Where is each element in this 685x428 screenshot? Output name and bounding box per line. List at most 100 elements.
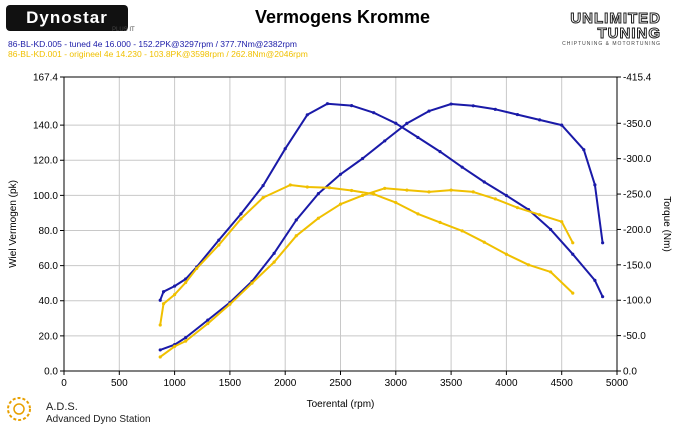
x-tick-label: 2000 [274, 378, 297, 389]
series-point [361, 193, 365, 197]
series-point [294, 218, 298, 222]
series-point [184, 339, 188, 343]
x-tick-label: 1000 [163, 378, 186, 389]
series-point [338, 202, 343, 206]
series-point [272, 260, 276, 264]
dynostar-logo-sub: PLUS IT [112, 27, 135, 33]
series-point [305, 113, 309, 117]
series-point [338, 172, 343, 176]
series-point [405, 121, 409, 125]
y-tick-label: 20.0 [39, 331, 59, 342]
series-point [239, 217, 243, 221]
x-tick-label: 4500 [551, 378, 574, 389]
dynostar-logo: Dynostar [6, 5, 128, 31]
series-point [537, 118, 542, 122]
series-point [206, 318, 210, 322]
series-point [383, 186, 387, 190]
series-point [449, 188, 453, 192]
series-point [571, 241, 575, 245]
series-point [460, 165, 464, 169]
y2-tick-label: 0.0 [623, 367, 637, 378]
x-axis-label: Toerental (rpm) [307, 399, 375, 410]
series-point [560, 123, 564, 127]
series-point [438, 149, 442, 154]
series-point [438, 220, 442, 224]
x-tick-label: 0 [61, 378, 67, 389]
y-axis-label: Wiel Vermogen (pk) [8, 180, 19, 268]
series-point [158, 298, 162, 302]
series-point [471, 104, 475, 108]
x-tick-label: 1500 [219, 378, 242, 389]
series-point [217, 238, 221, 242]
ads-logo-icon [7, 397, 31, 421]
series-point [184, 280, 188, 285]
series-point [361, 156, 365, 161]
series-point [493, 197, 497, 201]
series-point [571, 291, 575, 295]
y2-tick-label: -100.0 [623, 296, 652, 307]
y-tick-label: 60.0 [39, 261, 59, 272]
logo-right-line1: UNLIMITED [570, 10, 661, 27]
run-legend-tuned: 86-BL-KD.005 - tuned 4e 16.000 - 152.2PK… [8, 39, 297, 49]
series-point [239, 212, 243, 216]
series-point [372, 111, 376, 115]
x-tick-label: 3000 [385, 378, 408, 389]
series-point [184, 277, 188, 281]
y2-tick-label: -200.0 [623, 225, 652, 236]
y2-axis-label: Torque (Nm) [661, 196, 672, 252]
y2-tick-label: -150.0 [623, 260, 652, 271]
series-point [526, 263, 531, 267]
y2-tick-label: -415.4 [623, 73, 652, 84]
series-point [327, 186, 332, 190]
logo-right-line3: CHIPTUNING & MOTORTUNING [562, 41, 661, 47]
series-point [173, 284, 177, 288]
series-point [217, 243, 221, 247]
series-point [482, 240, 486, 244]
x-tick-label: 3500 [440, 378, 463, 389]
y2-tick-label: -300.0 [623, 154, 652, 165]
series-point [383, 139, 387, 143]
series-point [515, 112, 520, 117]
series-point [372, 192, 376, 196]
series-point [173, 344, 177, 349]
series-line-torque-3 [159, 184, 574, 326]
series-point [601, 295, 605, 299]
series-point [250, 281, 254, 285]
series-point [316, 192, 320, 196]
series-point [195, 266, 199, 270]
series-point [173, 292, 177, 297]
y-tick-label: 80.0 [39, 226, 59, 237]
y2-tick-label: -50.0 [623, 331, 646, 342]
series-point [460, 229, 464, 233]
series-point [405, 188, 409, 192]
x-tick-label: 500 [111, 378, 128, 389]
series-point [593, 183, 597, 187]
series-point [294, 234, 298, 238]
x-tick-label: 2500 [329, 378, 352, 389]
series-point [549, 270, 553, 274]
y-tick-label: 0.0 [44, 367, 58, 378]
footer-brand: A.D.S. [46, 401, 78, 413]
x-tick-label: 5000 [606, 378, 629, 389]
series-point [158, 348, 162, 352]
series-point [283, 147, 287, 151]
series-point [316, 216, 320, 220]
y-tick-label: 120.0 [33, 156, 58, 167]
series-point [288, 183, 292, 187]
series-point [184, 336, 188, 340]
series-point [537, 213, 542, 217]
series-point [427, 109, 431, 113]
series-point [471, 190, 475, 194]
series-point [325, 102, 330, 106]
series-point [416, 135, 420, 140]
series-point [206, 321, 210, 326]
series-point [228, 302, 232, 306]
series-point [582, 148, 586, 152]
series-point [394, 121, 398, 125]
y-tick-label: 140.0 [33, 121, 58, 132]
series-point [261, 183, 265, 188]
series-point [261, 196, 265, 200]
series-point [272, 251, 276, 255]
series-point [305, 185, 309, 189]
